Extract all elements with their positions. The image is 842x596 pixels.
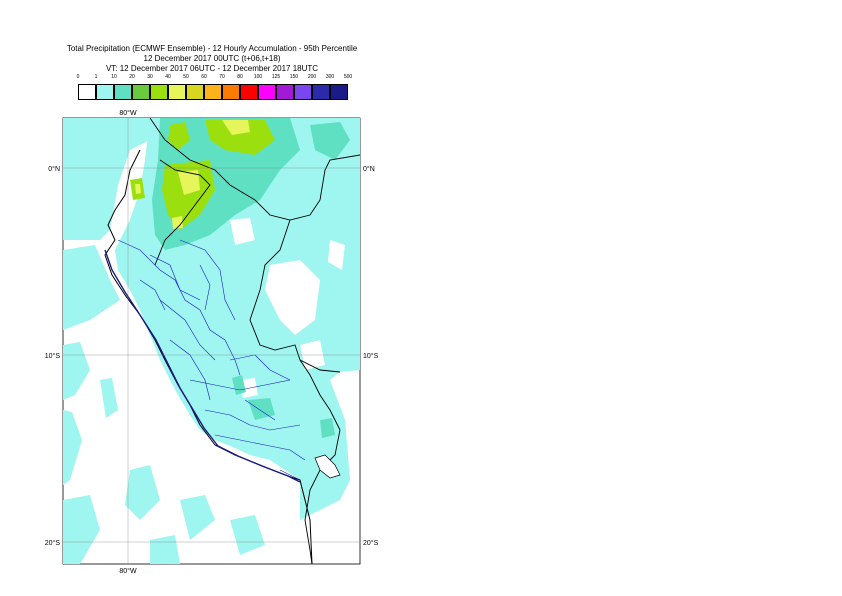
legend-color-swatch [168,84,186,100]
legend-threshold-label: 125 [271,74,281,80]
peak-precip-areas [135,120,250,229]
legend-threshold-label: 200 [307,74,317,80]
legend-threshold-label: 10 [111,74,117,80]
legend-color-swatch [330,84,348,100]
legend-color-swatch [294,84,312,100]
ocean-precip-areas [63,118,265,564]
country-borders [149,118,360,564]
legend-color-swatch [240,84,258,100]
map-title-line2: 12 December 2017 00UTC (t+06,t+18) [143,54,281,63]
lat-label-10-left: 10°S [45,352,61,360]
lat-label-10-right: 10°S [363,352,379,360]
legend-color-swatch [132,84,150,100]
coastline-detail [104,249,301,483]
map-title-line3: VT: 12 December 2017 06UTC - 12 December… [105,64,319,73]
legend-threshold-label: 100 [253,74,263,80]
heavy-precip-areas [130,120,275,230]
legend-color-swatch [96,84,114,100]
legend-color-swatch [276,84,294,100]
lat-label-20-left: 20°S [45,539,61,547]
lake-titicaca [314,454,341,479]
legend-threshold-label: 0 [76,74,80,80]
admin-borders [117,239,306,501]
legend-color-swatch [114,84,132,100]
legend-threshold-label: 1 [94,74,98,80]
legend-color-swatch [258,84,276,100]
legend-color-swatch [186,84,204,100]
legend-color-swatch [222,84,240,100]
lat-label-20-right: 20°S [363,539,379,547]
map-title-line1: Total Precipitation (ECMWF Ensemble) - 1… [66,44,358,53]
legend-color-swatch [312,84,330,100]
lon-label-bottom: 80°W [119,567,137,575]
lon-label-top: 80°W [119,109,137,117]
color-legend: 0 1 10 20 30 40 50 60 70 80 100 125 150 200 300 500 [76,74,352,104]
legend-color-swatch [150,84,168,100]
legend-threshold-label: 150 [289,74,299,80]
legend-threshold-label: 30 [147,74,153,80]
lat-label-0-right: 0°N [363,165,375,173]
graticule [63,118,360,564]
legend-threshold-label: 300 [325,74,335,80]
lat-label-0-left: 0°N [48,165,60,173]
legend-threshold-label: 50 [183,74,189,80]
legend-threshold-label: 80 [237,74,243,80]
legend-threshold-label: 70 [219,74,225,80]
legend-color-swatch [78,84,96,100]
legend-threshold-label: 40 [165,74,171,80]
legend-threshold-label: 500 [343,74,353,80]
legend-color-swatch [204,84,222,100]
legend-threshold-label: 60 [201,74,207,80]
legend-threshold-label: 20 [129,74,135,80]
